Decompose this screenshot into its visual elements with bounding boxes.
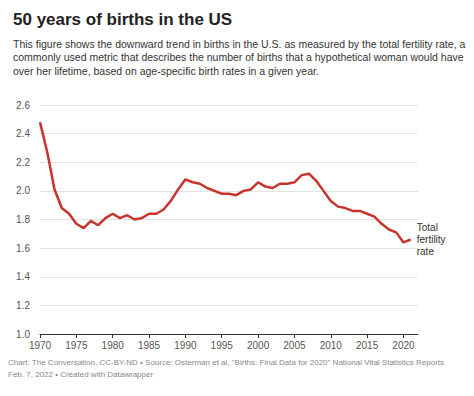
svg-text:1990: 1990	[174, 340, 197, 351]
svg-text:50 years of births in the US: 50 years of births in the US	[13, 10, 232, 29]
svg-text:commonly used metric that desc: commonly used metric that describes the …	[13, 51, 466, 63]
svg-text:2.4: 2.4	[16, 128, 30, 139]
svg-text:1.8: 1.8	[16, 214, 30, 225]
svg-text:Chart: The Conversation, CC-BY: Chart: The Conversation, CC-BY-ND • Sour…	[8, 358, 444, 367]
svg-text:2010: 2010	[320, 340, 343, 351]
svg-text:2.2: 2.2	[16, 157, 30, 168]
svg-text:1.6: 1.6	[16, 243, 30, 254]
svg-text:2.0: 2.0	[16, 185, 30, 196]
svg-text:1995: 1995	[211, 340, 234, 351]
svg-text:Feb. 7, 2022 • Created with Da: Feb. 7, 2022 • Created with Datawrapper	[8, 370, 153, 379]
svg-text:1975: 1975	[65, 340, 88, 351]
svg-text:2015: 2015	[356, 340, 379, 351]
svg-text:rate: rate	[417, 246, 435, 257]
svg-text:2005: 2005	[283, 340, 306, 351]
svg-text:2.6: 2.6	[16, 100, 30, 111]
svg-text:2020: 2020	[392, 340, 415, 351]
svg-text:2000: 2000	[247, 340, 270, 351]
svg-text:1.0: 1.0	[16, 329, 30, 340]
svg-text:1985: 1985	[138, 340, 161, 351]
svg-text:1.2: 1.2	[16, 300, 30, 311]
svg-text:1980: 1980	[102, 340, 125, 351]
svg-text:1970: 1970	[29, 340, 52, 351]
svg-text:over her lifetime, based on ag: over her lifetime, based on age-specific…	[13, 65, 319, 77]
svg-text:Total: Total	[417, 222, 438, 233]
svg-text:fertility: fertility	[417, 234, 446, 245]
svg-text:This figure shows the downward: This figure shows the downward trend in …	[13, 38, 468, 50]
svg-text:1.4: 1.4	[16, 271, 30, 282]
